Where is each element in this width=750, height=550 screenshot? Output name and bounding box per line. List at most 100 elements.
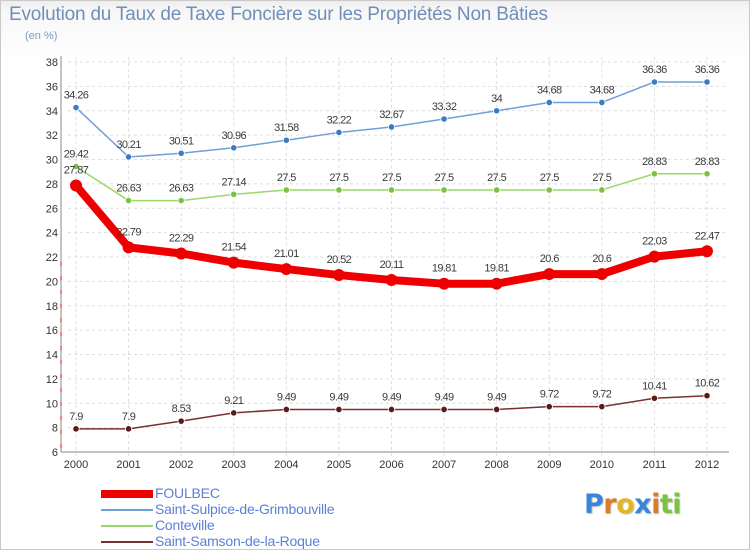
data-point: [703, 78, 711, 86]
x-tick-label: 2006: [379, 459, 403, 471]
data-label: 27.5: [592, 172, 611, 184]
data-label: 19.81: [432, 263, 457, 275]
data-point: [598, 98, 606, 107]
data-label: 30.51: [169, 135, 194, 147]
data-point: [282, 405, 290, 414]
data-point: [72, 162, 80, 171]
data-point: [598, 186, 606, 194]
data-point: [124, 425, 133, 433]
data-label: 31.58: [274, 122, 299, 134]
data-point: [493, 405, 501, 414]
x-tick-label: 2009: [537, 459, 561, 471]
data-point: [335, 186, 343, 194]
x-tick-label: 2005: [327, 459, 351, 471]
data-point: [177, 196, 185, 205]
data-point: [280, 263, 293, 276]
data-label: 26.63: [116, 183, 141, 195]
unit-label: (en %): [25, 30, 58, 42]
x-tick-label: 2010: [590, 459, 614, 471]
data-label: 33.32: [432, 101, 457, 113]
data-point: [335, 128, 343, 137]
x-tick-label: 2007: [432, 459, 456, 471]
logo-letter: P: [584, 489, 604, 520]
data-point: [493, 107, 501, 115]
data-point: [332, 269, 345, 282]
legend-label: FOULBEC: [155, 485, 220, 501]
data-label: 9.72: [540, 389, 559, 401]
data-point: [545, 98, 553, 107]
data-label: 32.22: [327, 114, 352, 126]
y-tick-label: 26: [46, 203, 58, 215]
legend-label: Saint-Samson-de-la-Roque: [155, 533, 320, 549]
data-label: 9.49: [277, 391, 296, 403]
data-label: 20.6: [540, 253, 559, 265]
data-label: 27.5: [487, 172, 506, 184]
legend-swatch: [101, 509, 153, 511]
x-tick-label: 2003: [222, 459, 246, 471]
data-label: 21.01: [274, 248, 299, 260]
y-tick-label: 14: [46, 350, 58, 362]
data-label: 34.26: [64, 90, 89, 102]
data-point: [440, 186, 448, 194]
data-point: [282, 136, 290, 144]
data-label: 10.41: [642, 380, 667, 392]
logo-letter: o: [616, 489, 635, 520]
data-point: [177, 417, 185, 425]
data-label: 19.81: [484, 263, 509, 275]
data-label: 30.96: [221, 130, 246, 142]
data-label: 7.9: [122, 411, 136, 423]
data-point: [70, 179, 82, 192]
data-label: 22.03: [642, 236, 667, 248]
data-point: [440, 405, 448, 414]
y-tick-label: 32: [46, 130, 58, 142]
data-point: [595, 268, 608, 281]
data-label: 26.63: [169, 183, 194, 195]
data-label: 34.68: [590, 84, 615, 96]
data-point: [545, 186, 553, 194]
y-tick-label: 10: [46, 398, 58, 410]
data-label: 27.5: [277, 172, 296, 184]
proxiti-logo: Proxiti: [584, 489, 682, 520]
data-point: [703, 392, 711, 400]
data-point: [598, 403, 606, 411]
data-point: [545, 403, 553, 411]
data-point: [227, 256, 240, 269]
y-tick-label: 22: [46, 252, 58, 264]
chart-title: Evolution du Taux de Taxe Foncière sur l…: [9, 4, 548, 25]
data-label: 9.49: [435, 391, 454, 403]
logo-letter: i: [672, 489, 682, 520]
data-label-layer: 34.26 30.21 30.51 30.96 31.58 32.22 32.67 33.32…: [64, 64, 721, 423]
y-tick-label: 12: [46, 374, 58, 386]
data-label: 20.6: [592, 253, 611, 265]
y-tick-label: 16: [46, 325, 58, 337]
data-label: 10.62: [695, 378, 720, 390]
data-point: [230, 190, 238, 198]
logo-letter: x: [634, 489, 652, 520]
y-tick-label: 28: [46, 179, 58, 191]
data-label: 9.49: [329, 391, 348, 403]
data-point: [387, 405, 396, 414]
data-point: [124, 153, 133, 161]
data-label: 36.36: [695, 64, 720, 76]
logo-letter: t: [659, 489, 673, 520]
data-point: [650, 78, 659, 86]
data-label: 20.11: [380, 259, 404, 271]
data-point: [543, 268, 556, 281]
data-point: [650, 394, 659, 402]
data-label: 7.9: [69, 411, 83, 423]
data-point: [124, 196, 133, 205]
data-point: [175, 247, 188, 260]
data-label: 32.67: [379, 109, 404, 121]
data-point: [648, 250, 661, 263]
legend-swatch: [101, 541, 153, 543]
legend-label: Saint-Sulpice-de-Grimbouville: [155, 501, 335, 517]
data-label: 28.83: [695, 156, 720, 168]
data-point: [493, 186, 501, 194]
y-tick-label: 30: [46, 155, 58, 167]
grid-layer: [68, 57, 727, 458]
data-label: 21.54: [221, 242, 246, 254]
data-label: 29.42: [64, 149, 89, 161]
data-point: [230, 144, 238, 152]
data-point: [230, 409, 238, 417]
